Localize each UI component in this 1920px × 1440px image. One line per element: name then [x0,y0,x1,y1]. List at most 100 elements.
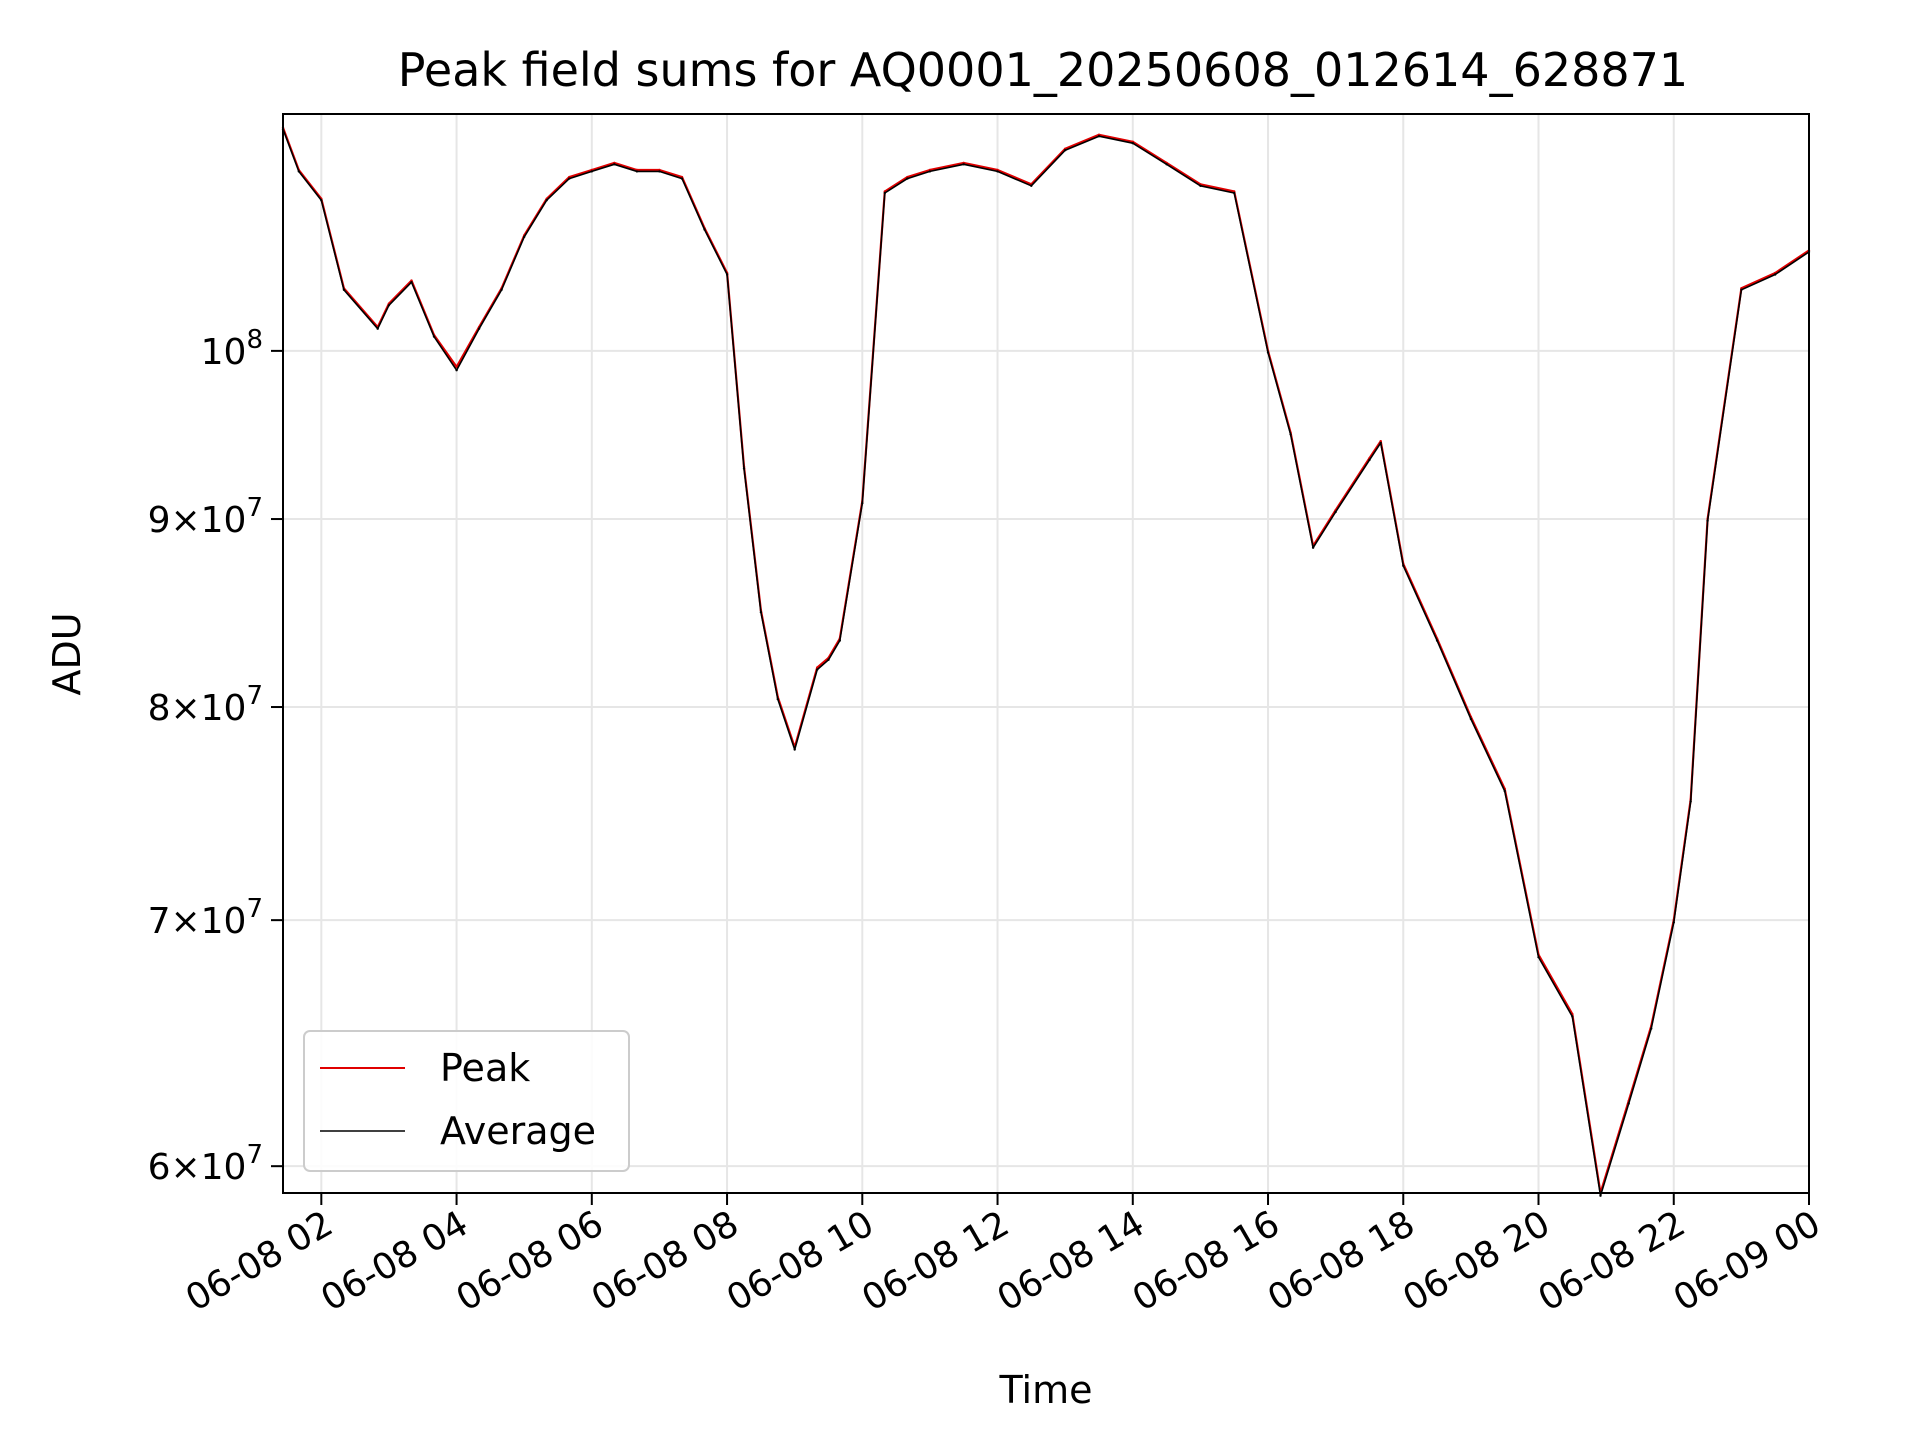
data-point-average [996,170,999,173]
data-point-average [1469,717,1473,721]
data-point-average [1266,351,1270,354]
y-tick-label: 108 [201,325,263,373]
data-point-average [816,668,819,671]
data-point-average [1379,441,1382,445]
data-point-average [1334,510,1337,514]
data-point-average [906,177,909,180]
x-tick-label: 06-08 10 [720,1203,881,1319]
y-tick-ten: 10 [201,500,247,541]
legend-label-peak: Peak [440,1046,530,1090]
data-point-average [297,170,300,173]
y-tick-exponent: 7 [246,681,263,711]
y-tick-times: × [170,500,200,541]
data-point-average [432,335,436,338]
data-point-average [1233,191,1236,195]
data-point-average [1131,142,1135,145]
y-tick-label: 9×107 [148,493,263,541]
data-point-average [776,697,779,701]
data-point-peak [1379,440,1382,443]
data-point-average [742,467,746,470]
data-point-average [1740,288,1743,291]
data-point-average [387,304,391,307]
data-point-average [725,273,729,276]
data-point-average [1368,458,1371,462]
y-tick-times: × [170,688,200,729]
data-point-average [1402,564,1405,567]
data-point-average [1064,149,1067,152]
y-tick-ten: 10 [201,688,247,729]
data-point-average [455,369,458,372]
data-point-average [928,170,932,173]
y-tick-exponent: 7 [246,894,263,924]
data-point-average [759,610,763,614]
y-tick-exponent: 8 [246,325,263,355]
x-tick-label: 06-08 14 [991,1203,1152,1319]
y-axis-label: ADU [45,612,89,695]
data-point-average [1537,955,1540,959]
data-point-average [477,327,481,330]
data-point-average [342,288,346,291]
y-tick-base: 7 [148,901,171,942]
x-tick-label: 06-08 22 [1532,1203,1693,1319]
data-point-average [613,163,616,166]
x-tick-label: 06-08 06 [450,1203,611,1319]
x-tick-label: 06-08 16 [1126,1203,1287,1319]
plot-frame [282,113,1810,1194]
x-tick-label: 06-08 08 [585,1203,746,1319]
x-tick-label: 06-08 02 [179,1203,340,1319]
data-point-average [838,639,841,642]
x-tick-label: 06-08 18 [1261,1203,1422,1319]
x-tick-label: 06-09 00 [1667,1203,1828,1319]
data-point-average [1774,273,1777,276]
data-point-average [1311,546,1315,549]
data-point-average [1503,789,1506,793]
x-axis-label: Time [999,1368,1093,1412]
data-point-average [827,658,830,661]
data-point-average [320,199,323,202]
y-tick-exponent: 7 [246,1140,263,1170]
y-tick-ten: 10 [201,1147,247,1188]
data-point-average [793,748,796,751]
data-point-average [1097,135,1101,138]
data-point-average [861,502,864,505]
y-tick-label: 7×107 [148,894,263,942]
legend-box [303,1030,630,1172]
y-tick-ten: 10 [201,901,247,942]
data-point-average [658,170,661,173]
x-tick-label: 06-08 04 [314,1203,475,1319]
y-tick-label: 6×107 [148,1140,263,1188]
y-tick-base: 8 [148,688,171,729]
data-point-average [1571,1015,1574,1018]
data-point-average [1627,1102,1630,1105]
data-point-average [703,228,706,231]
y-tick-label: 8×107 [148,681,263,729]
y-tick-base: 6 [148,1147,171,1188]
legend: Peak Average [303,1030,630,1172]
data-point-average [1435,639,1439,642]
data-point-average [1199,184,1202,187]
data-point-average [635,170,639,173]
data-point-average [1689,800,1692,803]
data-point-average [680,177,684,180]
data-point-average [590,170,593,173]
data-point-average [1165,163,1168,166]
data-point-average [545,199,548,202]
data-point-average [883,191,886,195]
data-point-average [376,327,379,330]
data-point-average [568,177,571,180]
y-tick-base: 9 [148,500,171,541]
y-tick-exponent: 7 [246,493,263,523]
y-tick-times: × [170,901,200,942]
legend-label-average: Average [440,1109,596,1153]
data-point-average [523,235,526,239]
y-tick-ten: 10 [201,332,247,373]
data-point-average [1030,184,1033,187]
data-point-average [962,163,965,166]
data-point-average [1289,433,1292,436]
data-point-average [500,288,503,291]
data-point-average [410,281,413,284]
series-lines [281,126,1811,1197]
